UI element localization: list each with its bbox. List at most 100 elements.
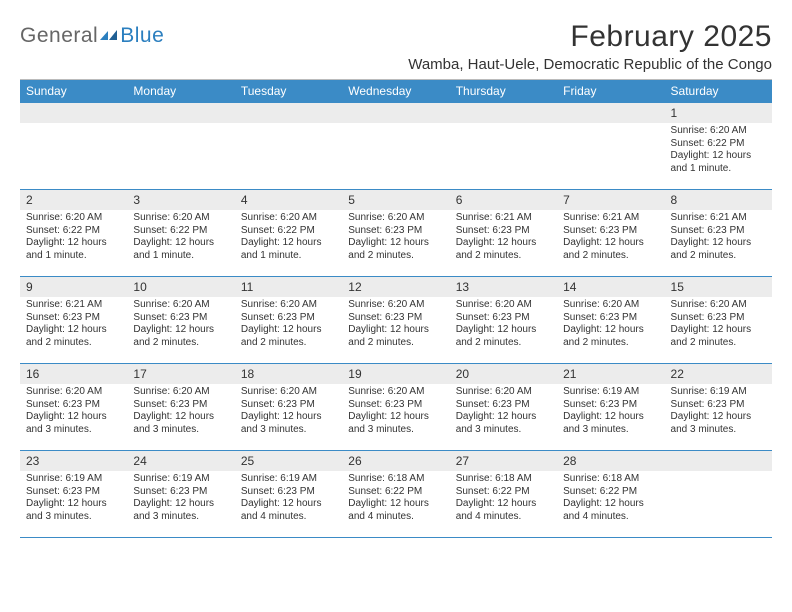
weekday-header: Monday [127, 80, 234, 103]
day-details: Sunrise: 6:19 AMSunset: 6:23 PMDaylight:… [665, 384, 772, 440]
day-details: Sunrise: 6:20 AMSunset: 6:23 PMDaylight:… [342, 384, 449, 440]
calendar-week-row: 9Sunrise: 6:21 AMSunset: 6:23 PMDaylight… [20, 277, 772, 364]
day-details: Sunrise: 6:20 AMSunset: 6:23 PMDaylight:… [235, 297, 342, 353]
header-right: February 2025 Wamba, Haut-Uele, Democrat… [408, 20, 772, 73]
calendar-day-cell: 5Sunrise: 6:20 AMSunset: 6:23 PMDaylight… [342, 190, 449, 277]
day-number: 16 [20, 364, 127, 384]
day-details: Sunrise: 6:20 AMSunset: 6:22 PMDaylight:… [235, 210, 342, 266]
day-number [342, 103, 449, 123]
day-number: 7 [557, 190, 664, 210]
day-details [127, 123, 234, 129]
day-details: Sunrise: 6:20 AMSunset: 6:22 PMDaylight:… [665, 123, 772, 179]
day-details: Sunrise: 6:19 AMSunset: 6:23 PMDaylight:… [127, 471, 234, 527]
calendar-day-cell: 17Sunrise: 6:20 AMSunset: 6:23 PMDayligh… [127, 364, 234, 451]
calendar-day-cell: 7Sunrise: 6:21 AMSunset: 6:23 PMDaylight… [557, 190, 664, 277]
calendar-day-cell: 21Sunrise: 6:19 AMSunset: 6:23 PMDayligh… [557, 364, 664, 451]
calendar-day-cell: 18Sunrise: 6:20 AMSunset: 6:23 PMDayligh… [235, 364, 342, 451]
day-number: 10 [127, 277, 234, 297]
day-number: 19 [342, 364, 449, 384]
calendar-day-cell: 9Sunrise: 6:21 AMSunset: 6:23 PMDaylight… [20, 277, 127, 364]
calendar-week-row: 16Sunrise: 6:20 AMSunset: 6:23 PMDayligh… [20, 364, 772, 451]
calendar-day-cell [127, 103, 234, 190]
day-details: Sunrise: 6:20 AMSunset: 6:23 PMDaylight:… [450, 297, 557, 353]
calendar-day-cell: 12Sunrise: 6:20 AMSunset: 6:23 PMDayligh… [342, 277, 449, 364]
day-details: Sunrise: 6:21 AMSunset: 6:23 PMDaylight:… [450, 210, 557, 266]
calendar-day-cell: 15Sunrise: 6:20 AMSunset: 6:23 PMDayligh… [665, 277, 772, 364]
day-number: 14 [557, 277, 664, 297]
day-number: 2 [20, 190, 127, 210]
calendar-day-cell: 2Sunrise: 6:20 AMSunset: 6:22 PMDaylight… [20, 190, 127, 277]
day-number [235, 103, 342, 123]
day-details: Sunrise: 6:20 AMSunset: 6:23 PMDaylight:… [20, 384, 127, 440]
logo-text-general: General [20, 24, 98, 48]
calendar-table: Sunday Monday Tuesday Wednesday Thursday… [20, 80, 772, 538]
day-details: Sunrise: 6:20 AMSunset: 6:23 PMDaylight:… [235, 384, 342, 440]
day-details: Sunrise: 6:18 AMSunset: 6:22 PMDaylight:… [557, 471, 664, 527]
day-number: 28 [557, 451, 664, 471]
day-number: 27 [450, 451, 557, 471]
calendar-day-cell: 19Sunrise: 6:20 AMSunset: 6:23 PMDayligh… [342, 364, 449, 451]
day-number: 25 [235, 451, 342, 471]
day-details: Sunrise: 6:19 AMSunset: 6:23 PMDaylight:… [20, 471, 127, 527]
day-number: 20 [450, 364, 557, 384]
day-number: 4 [235, 190, 342, 210]
calendar-day-cell: 24Sunrise: 6:19 AMSunset: 6:23 PMDayligh… [127, 451, 234, 538]
calendar-body: 1Sunrise: 6:20 AMSunset: 6:22 PMDaylight… [20, 103, 772, 538]
day-number [557, 103, 664, 123]
day-details [665, 471, 772, 477]
calendar-day-cell: 8Sunrise: 6:21 AMSunset: 6:23 PMDaylight… [665, 190, 772, 277]
location-text: Wamba, Haut-Uele, Democratic Republic of… [408, 56, 772, 73]
calendar-day-cell: 14Sunrise: 6:20 AMSunset: 6:23 PMDayligh… [557, 277, 664, 364]
day-details: Sunrise: 6:18 AMSunset: 6:22 PMDaylight:… [342, 471, 449, 527]
calendar-day-cell [665, 451, 772, 538]
weekday-header: Wednesday [342, 80, 449, 103]
calendar-page: General Blue February 2025 Wamba, Haut-U… [0, 0, 792, 548]
calendar-day-cell [342, 103, 449, 190]
day-number: 22 [665, 364, 772, 384]
day-details [557, 123, 664, 129]
calendar-day-cell: 26Sunrise: 6:18 AMSunset: 6:22 PMDayligh… [342, 451, 449, 538]
day-number: 5 [342, 190, 449, 210]
weekday-header: Sunday [20, 80, 127, 103]
month-title: February 2025 [408, 20, 772, 54]
calendar-day-cell [557, 103, 664, 190]
day-details: Sunrise: 6:20 AMSunset: 6:23 PMDaylight:… [342, 210, 449, 266]
calendar-day-cell: 3Sunrise: 6:20 AMSunset: 6:22 PMDaylight… [127, 190, 234, 277]
day-number [127, 103, 234, 123]
day-number: 1 [665, 103, 772, 123]
calendar-day-cell: 10Sunrise: 6:20 AMSunset: 6:23 PMDayligh… [127, 277, 234, 364]
calendar-day-cell [235, 103, 342, 190]
day-number [20, 103, 127, 123]
day-number: 26 [342, 451, 449, 471]
weekday-header-row: Sunday Monday Tuesday Wednesday Thursday… [20, 80, 772, 103]
day-details: Sunrise: 6:19 AMSunset: 6:23 PMDaylight:… [557, 384, 664, 440]
day-number: 6 [450, 190, 557, 210]
day-details [450, 123, 557, 129]
day-details [20, 123, 127, 129]
logo: General Blue [20, 20, 164, 48]
day-details: Sunrise: 6:21 AMSunset: 6:23 PMDaylight:… [665, 210, 772, 266]
calendar-day-cell [20, 103, 127, 190]
day-number: 9 [20, 277, 127, 297]
day-details: Sunrise: 6:21 AMSunset: 6:23 PMDaylight:… [20, 297, 127, 353]
calendar-week-row: 1Sunrise: 6:20 AMSunset: 6:22 PMDaylight… [20, 103, 772, 190]
weekday-header: Saturday [665, 80, 772, 103]
day-number: 15 [665, 277, 772, 297]
day-details: Sunrise: 6:18 AMSunset: 6:22 PMDaylight:… [450, 471, 557, 527]
day-number: 3 [127, 190, 234, 210]
day-number [450, 103, 557, 123]
day-details: Sunrise: 6:21 AMSunset: 6:23 PMDaylight:… [557, 210, 664, 266]
day-details: Sunrise: 6:20 AMSunset: 6:23 PMDaylight:… [557, 297, 664, 353]
calendar-day-cell: 4Sunrise: 6:20 AMSunset: 6:22 PMDaylight… [235, 190, 342, 277]
day-number: 24 [127, 451, 234, 471]
day-number: 11 [235, 277, 342, 297]
calendar-week-row: 23Sunrise: 6:19 AMSunset: 6:23 PMDayligh… [20, 451, 772, 538]
day-number: 12 [342, 277, 449, 297]
calendar-day-cell: 20Sunrise: 6:20 AMSunset: 6:23 PMDayligh… [450, 364, 557, 451]
calendar-week-row: 2 Sunrise: 6:20 AMSunset: 6:22 PMDaylight… [20, 190, 772, 277]
weekday-header: Thursday [450, 80, 557, 103]
day-number: 18 [235, 364, 342, 384]
calendar-day-cell: 6Sunrise: 6:21 AMSunset: 6:23 PMDaylight… [450, 190, 557, 277]
weekday-header: Tuesday [235, 80, 342, 103]
calendar-day-cell: 28Sunrise: 6:18 AMSunset: 6:22 PMDayligh… [557, 451, 664, 538]
